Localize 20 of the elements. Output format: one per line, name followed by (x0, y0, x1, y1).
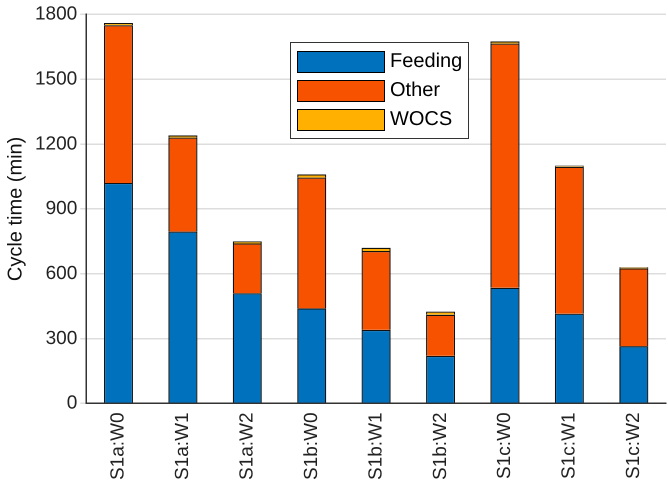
y-tick-label: 1800 (34, 4, 78, 25)
x-tick-label: S1b:W2 (430, 412, 451, 480)
x-tick-label: S1a:W0 (108, 412, 129, 480)
legend-label: WOCS (390, 108, 452, 131)
x-tick-label: S1b:W0 (300, 412, 322, 480)
x-tick-label: S1c:W0 (494, 412, 516, 479)
y-tick-label: 1500 (34, 68, 78, 90)
y-tick-label: 900 (46, 198, 78, 220)
y-tick-label: 300 (46, 328, 78, 349)
y-axis-title: Cycle time (min) (4, 136, 27, 282)
x-tick-label: S1a:W2 (236, 412, 258, 480)
x-tick-label: S1c:W2 (623, 412, 644, 479)
x-tick-label: S1c:W1 (558, 412, 580, 479)
legend-label: Other (390, 79, 440, 102)
y-tick-label: 0 (66, 392, 78, 414)
x-tick-label: S1a:W1 (172, 412, 194, 480)
y-tick-label: 1200 (34, 133, 78, 154)
legend-label: Feeding (390, 50, 462, 73)
x-tick-label: S1b:W1 (365, 412, 386, 480)
y-tick-label: 600 (46, 262, 78, 284)
